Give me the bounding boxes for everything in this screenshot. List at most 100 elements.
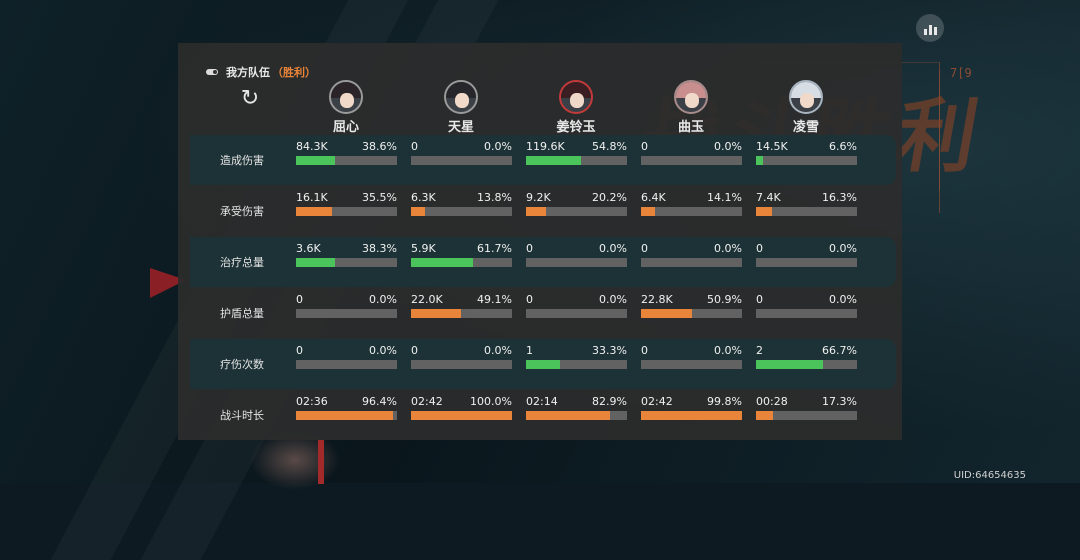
stat-bar: [641, 156, 742, 165]
stat-cell: 02:14 82.9%: [526, 395, 627, 420]
stat-percent: 17.3%: [822, 395, 857, 408]
hero-avatar-hair: [331, 82, 361, 98]
hero-avatar-face: [800, 93, 814, 108]
stat-bar: [296, 411, 397, 420]
stat-value: 02:42: [411, 395, 443, 408]
stat-bar: [526, 411, 627, 420]
stat-percent: 0.0%: [599, 293, 627, 306]
stat-bar: [296, 360, 397, 369]
stat-bar: [526, 309, 627, 318]
stat-bar-fill: [756, 360, 824, 369]
stat-cell: 0 0.0%: [641, 242, 742, 267]
stat-cell: 0 0.0%: [641, 344, 742, 369]
stat-cell: 9.2K 20.2%: [526, 191, 627, 216]
stat-value: 0: [526, 242, 533, 255]
stat-cell: 0 0.0%: [756, 293, 857, 318]
stat-value: 02:14: [526, 395, 558, 408]
stat-cell: 16.1K 35.5%: [296, 191, 397, 216]
stat-bar: [296, 207, 397, 216]
stat-value: 9.2K: [526, 191, 551, 204]
stat-bar-fill: [411, 411, 512, 420]
hero-avatar[interactable]: [559, 80, 593, 114]
bar-chart-icon[interactable]: [916, 14, 944, 42]
stat-percent: 0.0%: [369, 344, 397, 357]
stat-value: 02:42: [641, 395, 673, 408]
stat-percent: 0.0%: [369, 293, 397, 306]
stat-cell: 1 33.3%: [526, 344, 627, 369]
battle-result: （胜利）: [272, 66, 316, 79]
stat-cell: 22.8K 50.9%: [641, 293, 742, 318]
stat-bar: [411, 258, 512, 267]
stat-value: 16.1K: [296, 191, 328, 204]
stat-percent: 13.8%: [477, 191, 512, 204]
stat-bar-fill: [296, 156, 335, 165]
stat-percent: 35.5%: [362, 191, 397, 204]
stat-bar: [296, 156, 397, 165]
stat-bar: [756, 309, 857, 318]
stat-bar: [411, 411, 512, 420]
hero-avatar[interactable]: [674, 80, 708, 114]
stat-percent: 54.8%: [592, 140, 627, 153]
stat-bar: [641, 258, 742, 267]
stat-row: 造成伤害 84.3K 38.6% 0 0.0% 119.6K 54.8% 0 0.0% 14.5K…: [190, 135, 896, 185]
hero-avatar[interactable]: [789, 80, 823, 114]
stat-percent: 50.9%: [707, 293, 742, 306]
hero-avatar[interactable]: [329, 80, 363, 114]
stat-value: 84.3K: [296, 140, 328, 153]
stat-cell: 119.6K 54.8%: [526, 140, 627, 165]
stat-bar: [411, 207, 512, 216]
bar-chart-icon-bar: [933, 27, 937, 35]
stat-value: 1: [526, 344, 533, 357]
hero-name: 凌雪: [792, 120, 819, 135]
stat-bar-fill: [411, 207, 425, 216]
stat-cell: 0 0.0%: [296, 293, 397, 318]
stat-bar-fill: [756, 411, 774, 420]
toggle-icon[interactable]: [206, 69, 218, 75]
stat-bar: [756, 360, 857, 369]
stat-bar-fill: [296, 411, 394, 420]
stat-value: 0: [641, 140, 648, 153]
stat-cell: 14.5K 6.6%: [756, 140, 857, 165]
stat-value: 0: [411, 140, 418, 153]
stat-value: 0: [411, 344, 418, 357]
stat-bar: [756, 207, 857, 216]
stat-bar: [756, 411, 857, 420]
stat-value: 119.6K: [526, 140, 565, 153]
stat-cell: 6.3K 13.8%: [411, 191, 512, 216]
hero-avatar-face: [685, 93, 699, 108]
stat-percent: 0.0%: [484, 140, 512, 153]
stat-bar: [641, 207, 742, 216]
hero-avatar[interactable]: [444, 80, 478, 114]
stat-row-label: 造成伤害: [220, 154, 264, 167]
stat-cell: 00:28 17.3%: [756, 395, 857, 420]
stat-percent: 66.7%: [822, 344, 857, 357]
stat-bar-fill: [641, 411, 742, 420]
refresh-icon[interactable]: ↻: [240, 86, 260, 111]
stat-percent: 82.9%: [592, 395, 627, 408]
hero-name: 姜铃玉: [556, 120, 596, 135]
hero-column-header: 曲玉: [641, 80, 741, 135]
stat-row: 护盾总量 0 0.0% 22.0K 49.1% 0 0.0% 22.8K 50.9% 0 0.0%: [190, 288, 896, 338]
stat-bar-fill: [296, 258, 335, 267]
stat-percent: 14.1%: [707, 191, 742, 204]
stat-bar-fill: [526, 360, 560, 369]
stat-bar-fill: [411, 309, 461, 318]
stat-value: 0: [756, 242, 763, 255]
stat-row: 承受伤害 16.1K 35.5% 6.3K 13.8% 9.2K 20.2% 6.4K 14.1…: [190, 186, 896, 236]
stat-percent: 38.3%: [362, 242, 397, 255]
stat-value: 0: [641, 344, 648, 357]
stat-bar-fill: [641, 309, 693, 318]
hero-avatar-hair: [676, 82, 706, 98]
stat-percent: 0.0%: [484, 344, 512, 357]
stat-bar: [756, 156, 857, 165]
stat-value: 6.3K: [411, 191, 436, 204]
stat-bar: [296, 258, 397, 267]
stat-bar: [411, 360, 512, 369]
hero-column-header: 凌雪: [756, 80, 856, 135]
stat-row-label: 疗伤次数: [220, 358, 264, 371]
stat-cell: 7.4K 16.3%: [756, 191, 857, 216]
hero-avatar-face: [455, 93, 469, 108]
stat-percent: 49.1%: [477, 293, 512, 306]
stat-percent: 20.2%: [592, 191, 627, 204]
stat-value: 0: [641, 242, 648, 255]
